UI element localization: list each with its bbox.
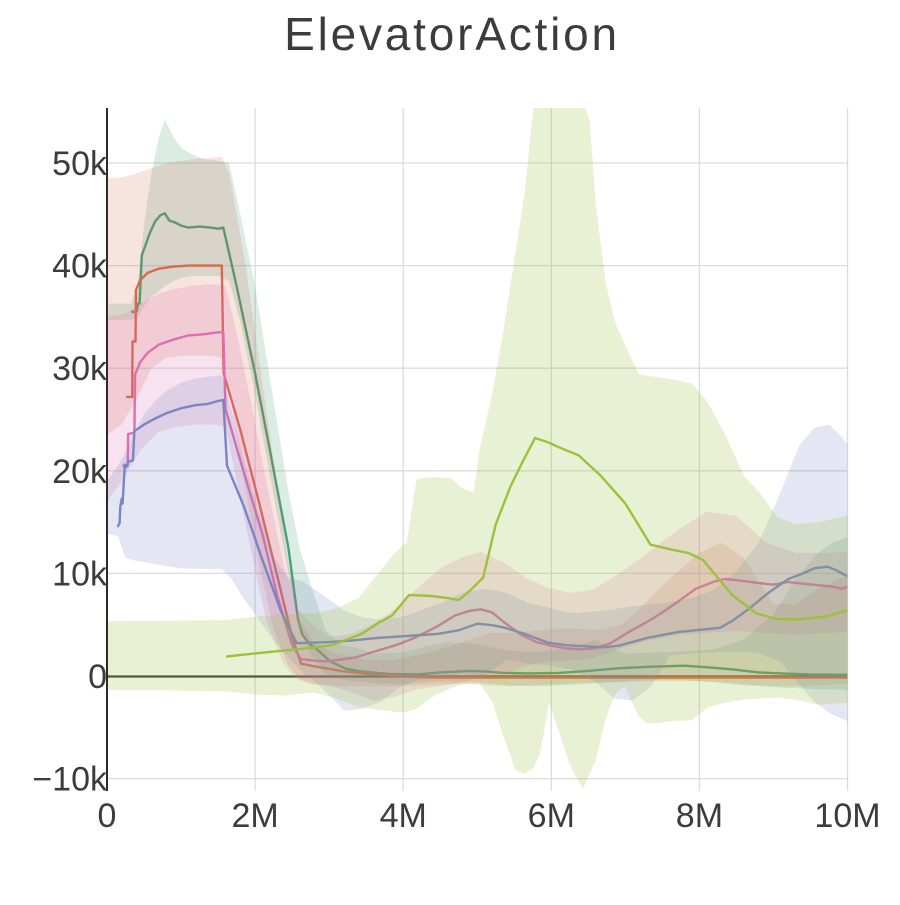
svg-text:2M: 2M xyxy=(231,797,278,835)
svg-text:ElevatorAction: ElevatorAction xyxy=(284,8,620,60)
svg-text:4M: 4M xyxy=(380,797,427,835)
svg-text:50k: 50k xyxy=(52,145,108,183)
svg-text:40k: 40k xyxy=(52,248,108,286)
svg-text:30k: 30k xyxy=(52,350,108,388)
svg-text:−10k: −10k xyxy=(32,761,108,799)
svg-text:6M: 6M xyxy=(528,797,575,835)
svg-text:20k: 20k xyxy=(52,453,108,491)
svg-text:0: 0 xyxy=(98,797,117,835)
svg-text:0: 0 xyxy=(88,658,107,696)
svg-text:10k: 10k xyxy=(52,555,108,593)
svg-text:8M: 8M xyxy=(676,797,723,835)
svg-text:10M: 10M xyxy=(814,797,880,835)
